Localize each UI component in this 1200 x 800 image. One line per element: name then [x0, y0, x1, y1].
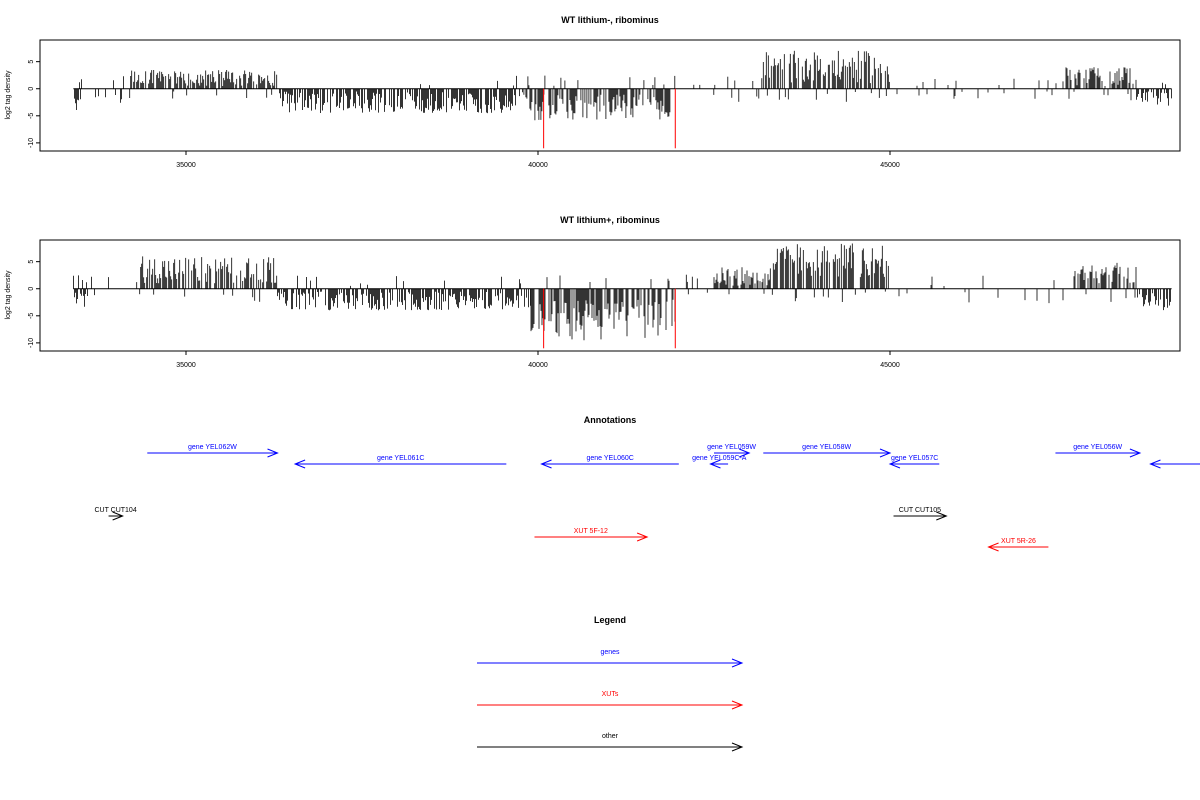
y-tick-label: -5	[28, 313, 35, 319]
x-axis: 35000 40000 45000	[176, 150, 900, 169]
y-axis: 5 0 -5 -10	[28, 260, 41, 348]
feature-arrowhead	[936, 511, 948, 521]
feature-gene: gene YEL060C	[540, 455, 679, 469]
x-tick-label: 45000	[880, 362, 900, 369]
feature-label: CUT CUT104	[94, 507, 136, 514]
feature-label: gene YEL058W	[802, 444, 851, 451]
track-panel-lithium-plus: WT lithium+, ribominus log2 tag density …	[5, 215, 1181, 369]
legend-label: genes	[600, 649, 620, 656]
feature-other: CUT CUT105	[893, 507, 948, 521]
y-axis: 5 0 -5 -10	[28, 60, 41, 148]
feature-other: CUT CUT104	[94, 507, 137, 521]
y-tick-label: 5	[28, 260, 35, 264]
feature-arrowhead	[267, 448, 279, 458]
feature-label: gene YEL056W	[1073, 444, 1122, 451]
signal-bars	[74, 50, 1172, 121]
x-tick-label: 45000	[880, 162, 900, 169]
track-panel-lithium-minus: WT lithium-, ribominus log2 tag density …	[5, 15, 1181, 169]
track-title: WT lithium+, ribominus	[560, 215, 660, 225]
feature-arrowhead	[1129, 448, 1142, 458]
feature-label: CUT CUT105	[899, 507, 941, 514]
feature-arrowhead	[540, 459, 552, 469]
legend-arrowhead	[731, 700, 744, 710]
feature-arrowhead	[1149, 459, 1161, 469]
track-title: WT lithium-, ribominus	[561, 15, 659, 25]
feature-gene	[1149, 459, 1200, 469]
feature-arrows: gene YEL062W gene YEL061C gene YEL060C gene…	[94, 444, 1200, 552]
feature-label: XUT 5R-26	[1001, 538, 1036, 545]
feature-arrowhead	[987, 542, 999, 552]
y-tick-label: 0	[28, 87, 35, 91]
highlight-marks	[543, 288, 676, 349]
feature-label: gene YEL061C	[377, 455, 424, 462]
annotations-title: Annotations	[584, 415, 637, 425]
legend-item-gene: genes	[477, 649, 744, 668]
feature-gene: gene YEL057C	[888, 455, 940, 469]
feature-xut: XUT 5F-12	[534, 528, 649, 542]
legend-arrowhead	[731, 658, 744, 668]
feature-label: XUT 5F-12	[574, 528, 608, 535]
legend-label: XUTs	[602, 691, 619, 698]
legend-item-other: other	[477, 733, 744, 752]
y-tick-label: 0	[28, 287, 35, 291]
y-tick-label: -10	[28, 138, 35, 148]
feature-gene: gene YEL058W	[763, 444, 892, 458]
feature-label: gene YEL057C	[891, 455, 938, 462]
y-axis-label: log2 tag density	[5, 70, 12, 120]
feature-label: gene YEL059C-A	[692, 455, 747, 462]
legend-title: Legend	[594, 615, 626, 625]
feature-gene: gene YEL059C-A	[692, 455, 747, 469]
y-tick-label: -10	[28, 338, 35, 348]
feature-arrowhead	[879, 448, 892, 458]
feature-arrowhead	[709, 459, 721, 469]
feature-label: gene YEL059W	[707, 444, 756, 451]
feature-arrowhead	[636, 532, 649, 542]
y-tick-label: 5	[28, 60, 35, 64]
feature-arrowhead	[112, 511, 124, 521]
legend-arrowhead	[731, 742, 744, 752]
feature-gene: gene YEL059W	[707, 444, 756, 458]
feature-arrowhead	[739, 448, 751, 458]
feature-label: gene YEL060C	[586, 455, 633, 462]
legend: Legend genes XUTs other	[477, 615, 744, 752]
highlight-marks	[543, 88, 676, 149]
feature-label: gene YEL062W	[188, 444, 237, 451]
legend-items: genes XUTs other	[477, 649, 744, 752]
feature-gene: gene YEL061C	[293, 455, 507, 469]
legend-label: other	[602, 733, 619, 740]
x-tick-label: 40000	[528, 362, 548, 369]
legend-item-xut: XUTs	[477, 691, 744, 710]
x-tick-label: 35000	[176, 362, 196, 369]
y-tick-label: -5	[28, 113, 35, 119]
feature-arrowhead	[293, 459, 306, 469]
feature-arrowhead	[888, 459, 901, 469]
feature-xut: XUT 5R-26	[987, 538, 1049, 552]
signal-bars	[73, 243, 1171, 341]
feature-gene: gene YEL062W	[147, 444, 279, 458]
x-axis: 35000 40000 45000	[176, 350, 900, 369]
y-axis-label: log2 tag density	[5, 270, 12, 320]
x-tick-label: 40000	[528, 162, 548, 169]
feature-gene: gene YEL056W	[1055, 444, 1142, 458]
x-tick-label: 35000	[176, 162, 196, 169]
